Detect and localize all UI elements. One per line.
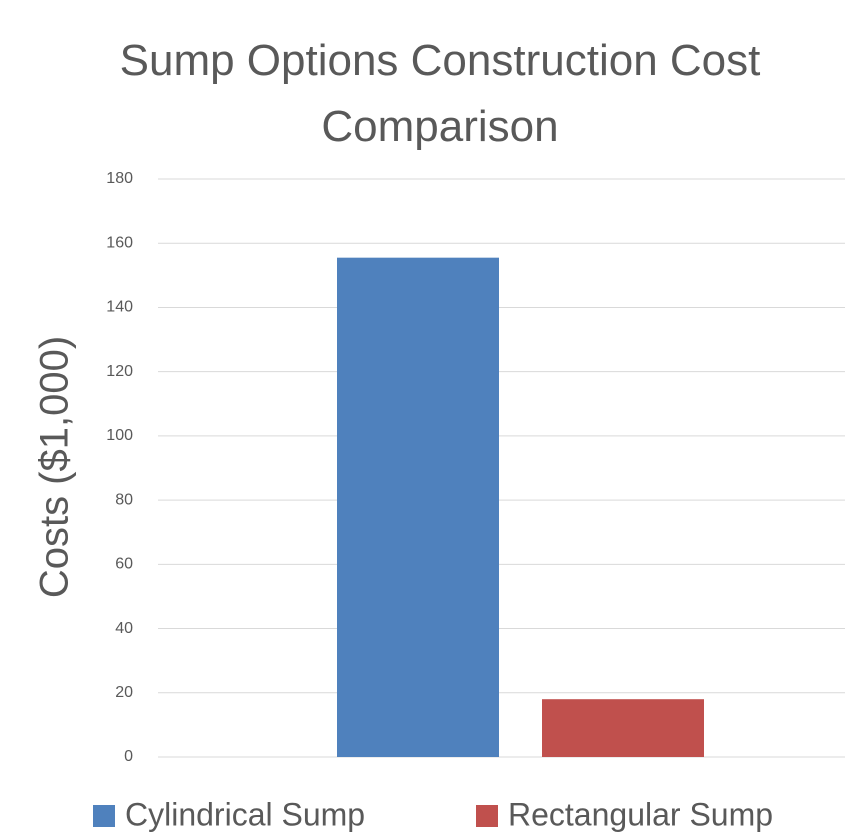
y-tick-label: 120 (106, 363, 133, 380)
y-tick-label: 160 (106, 234, 133, 251)
y-tick-label: 140 (106, 299, 133, 316)
y-tick-label: 0 (124, 748, 133, 765)
y-tick-label: 80 (115, 491, 133, 508)
bar (337, 257, 499, 757)
y-tick-label: 100 (106, 427, 133, 444)
y-axis-label: Costs ($1,000) (33, 336, 77, 598)
y-tick-label: 60 (115, 556, 133, 573)
legend-swatch (476, 805, 498, 827)
y-tick-label: 40 (115, 620, 133, 637)
legend-swatch (93, 805, 115, 827)
bar (542, 699, 704, 757)
legend-label: Rectangular Sump (508, 796, 773, 832)
y-tick-label: 20 (115, 684, 133, 701)
legend-label: Cylindrical Sump (125, 796, 365, 832)
y-tick-label: 180 (106, 170, 133, 187)
chart-title: Sump Options Construction Cost Compariso… (119, 36, 761, 151)
